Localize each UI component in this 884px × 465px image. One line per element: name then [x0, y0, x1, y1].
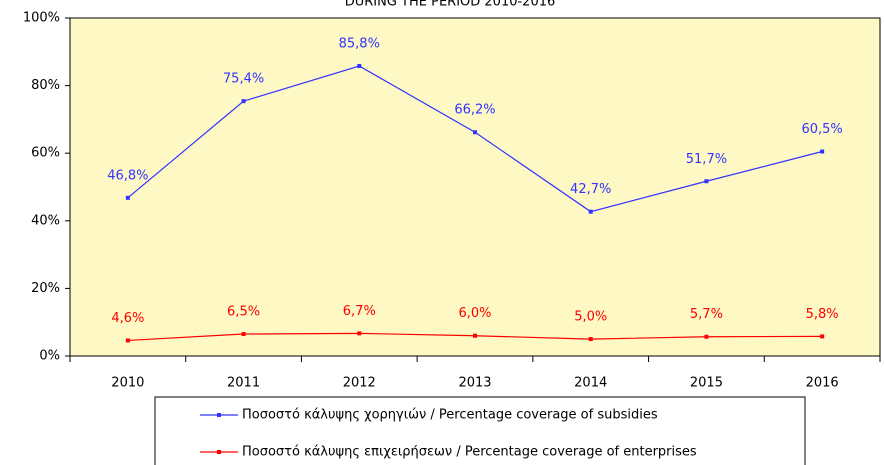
point	[357, 63, 362, 68]
point	[588, 337, 593, 342]
y-tick-label: 20%	[31, 281, 60, 296]
data-label: 5,7%	[690, 307, 723, 322]
x-tick-label: 2013	[458, 376, 491, 391]
data-label: 85,8%	[339, 36, 380, 51]
data-label: 6,5%	[227, 305, 260, 320]
x-tick-label: 2014	[574, 376, 607, 391]
point	[357, 331, 362, 336]
x-tick-label: 2015	[690, 376, 723, 391]
data-label: 75,4%	[223, 72, 264, 87]
point	[473, 333, 477, 338]
plot-area	[69, 17, 881, 357]
x-tick-label: 2011	[227, 376, 260, 391]
point	[820, 149, 825, 154]
data-label: 66,2%	[454, 103, 495, 118]
x-tick-label: 2016	[806, 376, 839, 391]
point	[704, 334, 709, 339]
point	[125, 338, 130, 343]
y-tick-label: 80%	[31, 78, 60, 93]
point	[704, 179, 709, 184]
x-tick-label: 2012	[343, 376, 376, 391]
data-label: 42,7%	[570, 182, 611, 197]
legend	[154, 396, 806, 465]
point	[125, 195, 130, 200]
legend-label: Ποσοστό κάλυψης επιχειρήσεων / Percentag…	[242, 445, 697, 460]
y-tick-label: 60%	[31, 146, 60, 161]
data-label: 46,8%	[107, 168, 148, 183]
data-label: 6,7%	[343, 304, 376, 319]
data-label: 5,8%	[806, 307, 839, 322]
data-label: 51,7%	[686, 152, 727, 167]
data-label: 60,5%	[801, 122, 842, 137]
chart-title: DURING THE PERIOD 2010-2016	[345, 0, 556, 10]
data-label: 4,6%	[111, 311, 144, 326]
point	[241, 99, 246, 104]
x-tick-label: 2010	[111, 376, 144, 391]
data-label: 5,0%	[574, 310, 607, 325]
y-tick-label: 40%	[31, 213, 60, 228]
y-tick-label: 100%	[23, 11, 60, 26]
point	[820, 334, 825, 339]
point	[473, 130, 477, 135]
point	[588, 209, 593, 214]
y-tick-label: 0%	[39, 349, 60, 364]
point	[241, 332, 246, 337]
legend-marker	[217, 450, 221, 454]
legend-label: Ποσοστό κάλυψης χορηγιών / Percentage co…	[242, 408, 658, 423]
data-label: 6,0%	[458, 306, 491, 321]
legend-marker	[217, 413, 221, 417]
